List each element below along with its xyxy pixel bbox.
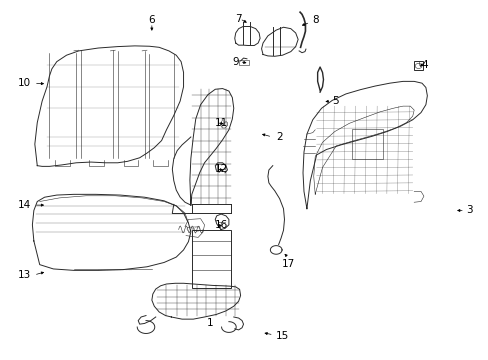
Bar — [238, 59, 249, 65]
Text: 4: 4 — [421, 60, 427, 70]
Text: 17: 17 — [281, 259, 294, 269]
Bar — [413, 60, 422, 69]
Text: 11: 11 — [215, 118, 228, 128]
Bar — [191, 230, 230, 288]
Text: 15: 15 — [276, 331, 289, 341]
Text: 8: 8 — [311, 15, 318, 26]
Bar — [351, 129, 383, 159]
Text: 1: 1 — [206, 318, 213, 328]
Text: 12: 12 — [215, 164, 228, 174]
Text: 13: 13 — [18, 270, 31, 280]
Text: 16: 16 — [215, 220, 228, 230]
Text: 9: 9 — [231, 57, 238, 67]
Bar — [216, 164, 225, 169]
Text: 6: 6 — [148, 15, 155, 26]
Text: 5: 5 — [331, 96, 338, 106]
Text: 7: 7 — [235, 14, 242, 24]
Text: 14: 14 — [18, 200, 31, 210]
Text: 2: 2 — [276, 132, 282, 142]
Text: 3: 3 — [466, 206, 472, 216]
Text: 10: 10 — [18, 78, 31, 88]
